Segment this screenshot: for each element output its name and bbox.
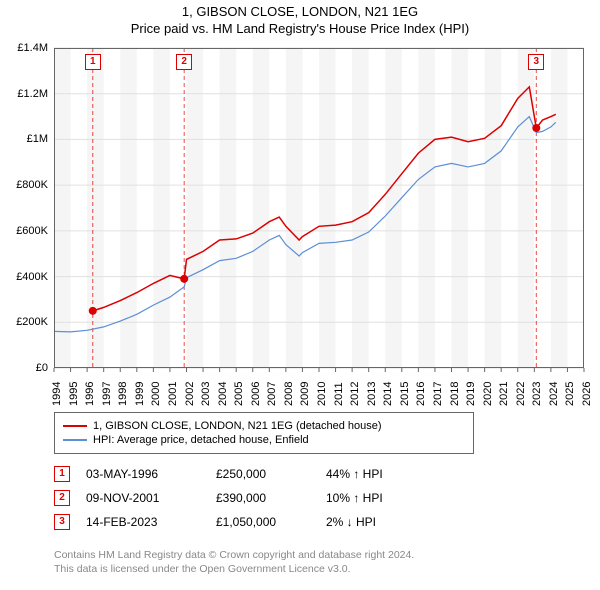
x-tick-label: 2019 (465, 382, 477, 406)
sale-date: 03-MAY-1996 (86, 467, 216, 481)
sale-marker-flag: 3 (528, 54, 544, 70)
sale-date: 09-NOV-2001 (86, 491, 216, 505)
sale-price: £250,000 (216, 467, 326, 481)
sale-date: 14-FEB-2023 (86, 515, 216, 529)
y-tick-label: £1.4M (4, 42, 48, 54)
y-tick-label: £1M (4, 133, 48, 145)
legend-item-price-paid: 1, GIBSON CLOSE, LONDON, N21 1EG (detach… (63, 420, 465, 432)
x-tick-label: 2006 (250, 382, 262, 406)
legend-swatch (63, 425, 87, 427)
legend-label: HPI: Average price, detached house, Enfi… (93, 434, 309, 446)
x-tick-label: 2002 (184, 382, 196, 406)
x-tick-label: 2017 (432, 382, 444, 406)
sale-price: £390,000 (216, 491, 326, 505)
footer-line2: This data is licensed under the Open Gov… (54, 562, 574, 576)
sale-price: £1,050,000 (216, 515, 326, 529)
x-tick-label: 2012 (349, 382, 361, 406)
sale-marker-num: 3 (54, 514, 70, 530)
plot-area (54, 48, 584, 368)
y-tick-label: £0 (4, 362, 48, 374)
footer-line1: Contains HM Land Registry data © Crown c… (54, 548, 574, 562)
y-tick-label: £600K (4, 225, 48, 237)
sale-marker-flag: 2 (176, 54, 192, 70)
x-tick-label: 2026 (581, 382, 593, 406)
sale-pct: 10% ↑ HPI (326, 491, 446, 505)
x-tick-label: 2018 (449, 382, 461, 406)
x-tick-label: 2021 (498, 382, 510, 406)
title-block: 1, GIBSON CLOSE, LONDON, N21 1EG Price p… (0, 0, 600, 36)
y-tick-label: £400K (4, 271, 48, 283)
x-tick-label: 2010 (316, 382, 328, 406)
x-tick-label: 2014 (382, 382, 394, 406)
y-tick-label: £1.2M (4, 88, 48, 100)
legend: 1, GIBSON CLOSE, LONDON, N21 1EG (detach… (54, 412, 474, 454)
x-tick-label: 2000 (150, 382, 162, 406)
x-tick-label: 2020 (482, 382, 494, 406)
x-tick-label: 2005 (233, 382, 245, 406)
x-tick-label: 2023 (531, 382, 543, 406)
x-tick-label: 2001 (167, 382, 179, 406)
x-tick-label: 2011 (333, 382, 345, 406)
sale-marker-num: 2 (54, 490, 70, 506)
x-tick-label: 1998 (117, 382, 129, 406)
chart-title-address: 1, GIBSON CLOSE, LONDON, N21 1EG (0, 4, 600, 19)
x-tick-label: 2025 (564, 382, 576, 406)
sale-marker-num: 1 (54, 466, 70, 482)
x-tick-label: 2015 (399, 382, 411, 406)
chart-title-sub: Price paid vs. HM Land Registry's House … (0, 21, 600, 36)
x-tick-label: 1997 (101, 382, 113, 406)
x-tick-label: 1999 (134, 382, 146, 406)
x-tick-label: 2004 (217, 382, 229, 406)
x-tick-label: 2024 (548, 382, 560, 406)
x-tick-label: 2016 (415, 382, 427, 406)
x-tick-label: 2009 (299, 382, 311, 406)
x-tick-label: 1996 (84, 382, 96, 406)
sale-row: 3 14-FEB-2023 £1,050,000 2% ↓ HPI (54, 510, 446, 534)
x-tick-label: 2003 (200, 382, 212, 406)
x-tick-label: 1995 (68, 382, 80, 406)
sale-row: 1 03-MAY-1996 £250,000 44% ↑ HPI (54, 462, 446, 486)
y-tick-label: £800K (4, 179, 48, 191)
sales-table: 1 03-MAY-1996 £250,000 44% ↑ HPI 2 09-NO… (54, 462, 446, 534)
x-tick-label: 2022 (515, 382, 527, 406)
footer-attribution: Contains HM Land Registry data © Crown c… (54, 548, 574, 576)
plot-svg (54, 48, 354, 198)
legend-label: 1, GIBSON CLOSE, LONDON, N21 1EG (detach… (93, 420, 382, 432)
sale-row: 2 09-NOV-2001 £390,000 10% ↑ HPI (54, 486, 446, 510)
legend-item-hpi: HPI: Average price, detached house, Enfi… (63, 434, 465, 446)
x-tick-label: 1994 (51, 382, 63, 406)
y-tick-label: £200K (4, 316, 48, 328)
x-tick-label: 2013 (366, 382, 378, 406)
sale-pct: 2% ↓ HPI (326, 515, 446, 529)
x-tick-label: 2007 (266, 382, 278, 406)
sale-pct: 44% ↑ HPI (326, 467, 446, 481)
sale-marker-flag: 1 (85, 54, 101, 70)
legend-swatch (63, 439, 87, 441)
chart-container: 1, GIBSON CLOSE, LONDON, N21 1EG Price p… (0, 0, 600, 590)
x-tick-label: 2008 (283, 382, 295, 406)
